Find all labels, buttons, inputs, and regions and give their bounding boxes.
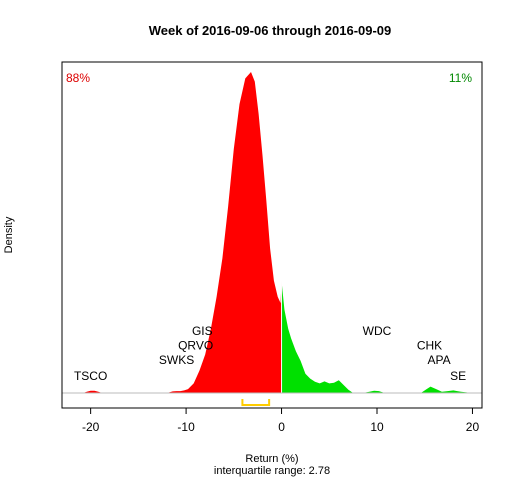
- chart-title: Week of 2016-09-06 through 2016-09-09: [149, 23, 392, 38]
- iqr-bracket: [241, 399, 271, 406]
- iqr-label: interquartile range: 2.78: [214, 465, 330, 477]
- percent-positive-label: 11%: [449, 71, 472, 85]
- plot-area: [62, 72, 482, 406]
- annotation-chk: CHK: [417, 339, 442, 353]
- x-axis-label: Return (%): [245, 453, 298, 465]
- percent-negative-label: 88%: [66, 71, 90, 85]
- x-tick-label: 10: [370, 420, 384, 434]
- plot-frame: [61, 61, 483, 409]
- annotation-gis: GIS: [192, 324, 213, 338]
- positive-density-area: [281, 280, 471, 393]
- annotation-qrvo: QRVO: [178, 339, 213, 353]
- x-tick-label: 0: [278, 420, 285, 434]
- x-tick-label: 20: [466, 420, 480, 434]
- annotation-tsco: TSCO: [74, 369, 107, 383]
- x-axis: -20 -10 0 10 20: [82, 408, 479, 434]
- y-axis-label: Density: [3, 216, 15, 253]
- x-tick-label: -10: [177, 420, 195, 434]
- negative-density-area: [83, 72, 282, 393]
- annotation-wdc: WDC: [363, 324, 392, 338]
- annotation-swks: SWKS: [159, 353, 194, 367]
- annotation-se: SE: [450, 369, 466, 383]
- annotation-apa: APA: [427, 353, 450, 367]
- x-tick-label: -20: [82, 420, 100, 434]
